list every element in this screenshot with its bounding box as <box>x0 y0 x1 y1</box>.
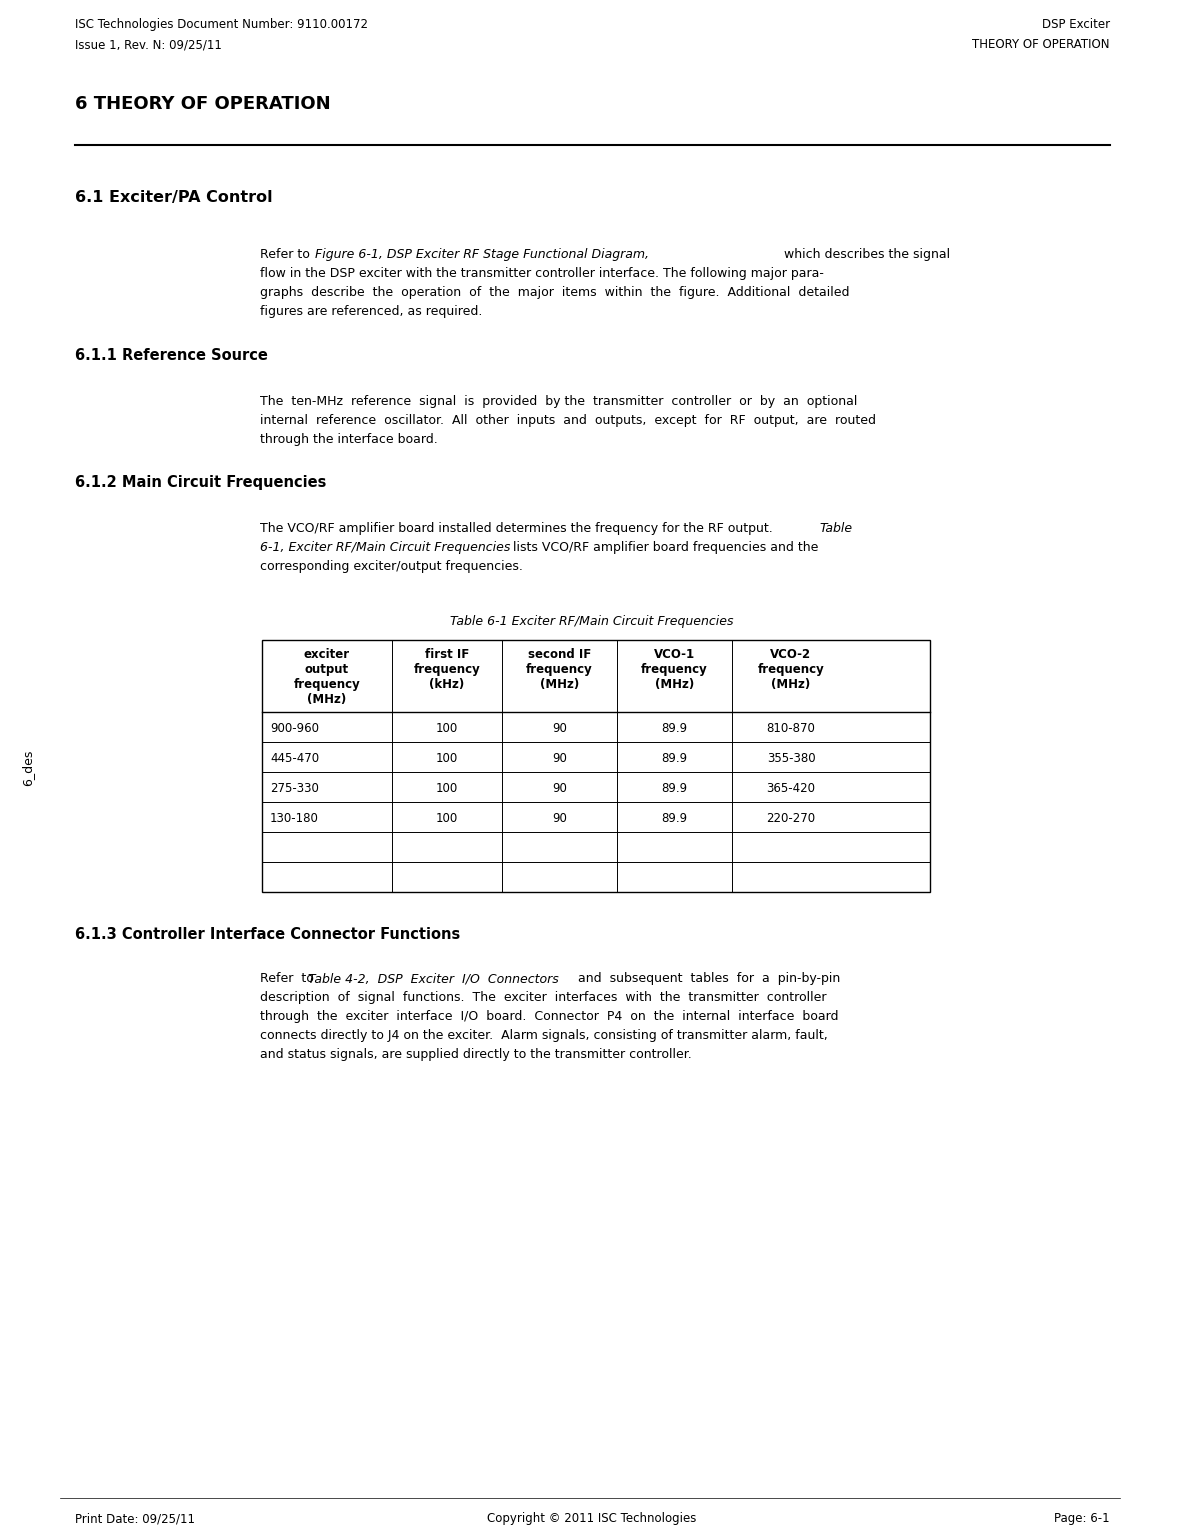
Text: 100: 100 <box>436 813 458 825</box>
Text: 89.9: 89.9 <box>662 722 688 736</box>
Text: 6.1.1 Reference Source: 6.1.1 Reference Source <box>75 349 268 362</box>
Text: 89.9: 89.9 <box>662 753 688 765</box>
Text: 130-180: 130-180 <box>270 813 318 825</box>
Text: Table: Table <box>819 522 852 535</box>
Text: 100: 100 <box>436 722 458 736</box>
Text: DSP Exciter: DSP Exciter <box>1042 18 1109 31</box>
Text: 6-1, Exciter RF/Main Circuit Frequencies: 6-1, Exciter RF/Main Circuit Frequencies <box>260 541 510 554</box>
Text: corresponding exciter/output frequencies.: corresponding exciter/output frequencies… <box>260 561 523 573</box>
Text: internal  reference  oscillator.  All  other  inputs  and  outputs,  except  for: internal reference oscillator. All other… <box>260 415 876 427</box>
Text: through the interface board.: through the interface board. <box>260 433 438 445</box>
Text: Table 4-2,  DSP  Exciter  I/O  Connectors: Table 4-2, DSP Exciter I/O Connectors <box>308 972 559 985</box>
Text: 355-380: 355-380 <box>767 753 816 765</box>
Text: 220-270: 220-270 <box>766 813 816 825</box>
Text: exciter
output
frequency
(MHz): exciter output frequency (MHz) <box>294 648 360 707</box>
Text: lists VCO/RF amplifier board frequencies and the: lists VCO/RF amplifier board frequencies… <box>509 541 818 554</box>
Text: 6_des: 6_des <box>21 750 34 786</box>
Text: ISC Technologies Document Number: 9110.00172: ISC Technologies Document Number: 9110.0… <box>75 18 368 31</box>
Text: 100: 100 <box>436 753 458 765</box>
Text: and  subsequent  tables  for  a  pin-by-pin: and subsequent tables for a pin-by-pin <box>574 972 841 985</box>
Text: description  of  signal  functions.  The  exciter  interfaces  with  the  transm: description of signal functions. The exc… <box>260 991 826 1005</box>
Text: THEORY OF OPERATION: THEORY OF OPERATION <box>972 38 1109 51</box>
Text: 6 THEORY OF OPERATION: 6 THEORY OF OPERATION <box>75 95 330 114</box>
Text: 90: 90 <box>552 782 567 796</box>
Text: 90: 90 <box>552 722 567 736</box>
Text: 445-470: 445-470 <box>270 753 320 765</box>
Text: 365-420: 365-420 <box>766 782 816 796</box>
Text: first IF
frequency
(kHz): first IF frequency (kHz) <box>413 648 481 691</box>
Text: which describes the signal: which describes the signal <box>780 247 950 261</box>
Text: Refer  to: Refer to <box>260 972 322 985</box>
Text: 810-870: 810-870 <box>766 722 816 736</box>
Text: second IF
frequency
(MHz): second IF frequency (MHz) <box>526 648 593 691</box>
Text: graphs  describe  the  operation  of  the  major  items  within  the  figure.  A: graphs describe the operation of the maj… <box>260 286 849 300</box>
Text: 900-960: 900-960 <box>270 722 318 736</box>
Text: 6.1.2 Main Circuit Frequencies: 6.1.2 Main Circuit Frequencies <box>75 475 327 490</box>
Text: Refer to: Refer to <box>260 247 314 261</box>
Bar <box>262 641 929 892</box>
Text: through  the  exciter  interface  I/O  board.  Connector  P4  on  the  internal : through the exciter interface I/O board.… <box>260 1011 838 1023</box>
Text: and status signals, are supplied directly to the transmitter controller.: and status signals, are supplied directl… <box>260 1048 691 1061</box>
Text: 6.1 Exciter/PA Control: 6.1 Exciter/PA Control <box>75 190 272 204</box>
Text: 100: 100 <box>436 782 458 796</box>
Text: VCO-1
frequency
(MHz): VCO-1 frequency (MHz) <box>641 648 708 691</box>
Text: 6.1.3 Controller Interface Connector Functions: 6.1.3 Controller Interface Connector Fun… <box>75 928 461 942</box>
Text: 275-330: 275-330 <box>270 782 318 796</box>
Text: 89.9: 89.9 <box>662 813 688 825</box>
Text: Page: 6-1: Page: 6-1 <box>1055 1511 1109 1525</box>
Text: VCO-2
frequency
(MHz): VCO-2 frequency (MHz) <box>758 648 824 691</box>
Text: 90: 90 <box>552 753 567 765</box>
Text: Table 6-1 Exciter RF/Main Circuit Frequencies: Table 6-1 Exciter RF/Main Circuit Freque… <box>450 614 734 628</box>
Text: figures are referenced, as required.: figures are referenced, as required. <box>260 306 482 318</box>
Text: flow in the DSP exciter with the transmitter controller interface. The following: flow in the DSP exciter with the transmi… <box>260 267 824 280</box>
Text: connects directly to J4 on the exciter.  Alarm signals, consisting of transmitte: connects directly to J4 on the exciter. … <box>260 1029 828 1041</box>
Text: The  ten-MHz  reference  signal  is  provided  by the  transmitter  controller  : The ten-MHz reference signal is provided… <box>260 395 857 409</box>
Text: Print Date: 09/25/11: Print Date: 09/25/11 <box>75 1511 195 1525</box>
Text: 90: 90 <box>552 813 567 825</box>
Text: 89.9: 89.9 <box>662 782 688 796</box>
Text: Copyright © 2011 ISC Technologies: Copyright © 2011 ISC Technologies <box>488 1511 696 1525</box>
Text: Figure 6-1, DSP Exciter RF Stage Functional Diagram,: Figure 6-1, DSP Exciter RF Stage Functio… <box>315 247 649 261</box>
Text: The VCO/RF amplifier board installed determines the frequency for the RF output.: The VCO/RF amplifier board installed det… <box>260 522 777 535</box>
Text: Issue 1, Rev. N: 09/25/11: Issue 1, Rev. N: 09/25/11 <box>75 38 221 51</box>
